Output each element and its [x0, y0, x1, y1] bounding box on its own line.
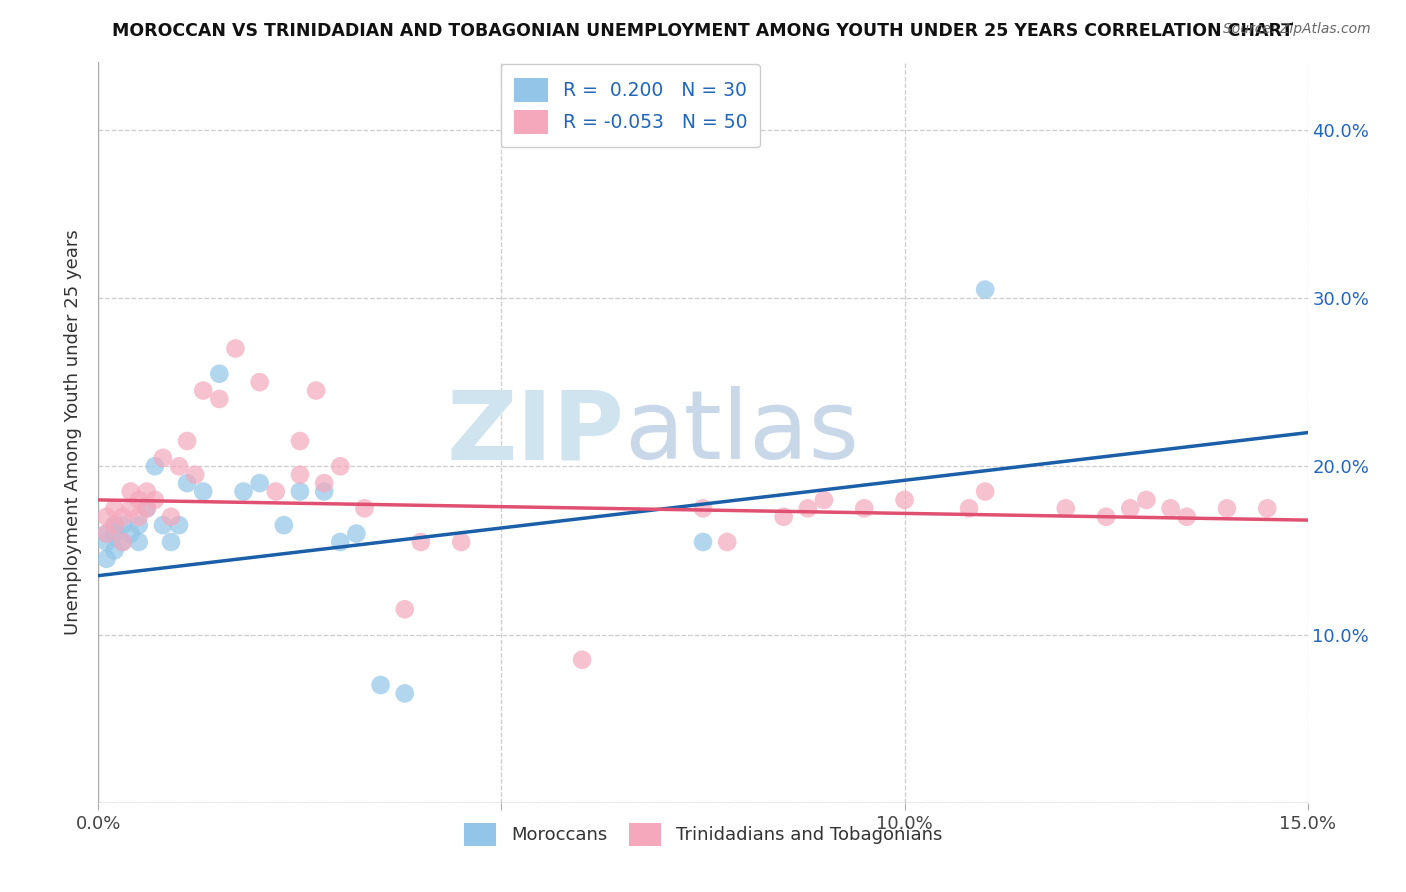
Point: [353, 501, 375, 516]
Point: [813, 492, 835, 507]
Point: [314, 476, 336, 491]
Point: [394, 602, 416, 616]
Point: [692, 535, 714, 549]
Point: [716, 535, 738, 549]
Point: [853, 501, 876, 516]
Point: [152, 450, 174, 465]
Point: [1135, 492, 1157, 507]
Point: [974, 283, 997, 297]
Point: [772, 509, 794, 524]
Point: [193, 384, 215, 398]
Legend: Moroccans, Trinidadians and Tobagonians: Moroccans, Trinidadians and Tobagonians: [453, 812, 953, 856]
Point: [160, 509, 183, 524]
Point: [135, 501, 157, 516]
Point: [135, 501, 157, 516]
Point: [273, 518, 295, 533]
Point: [193, 484, 215, 499]
Point: [120, 501, 142, 516]
Point: [96, 526, 118, 541]
Point: [224, 342, 246, 356]
Point: [1119, 501, 1142, 516]
Point: [103, 518, 125, 533]
Point: [96, 526, 118, 541]
Point: [288, 467, 311, 482]
Point: [103, 543, 125, 558]
Y-axis label: Unemployment Among Youth under 25 years: Unemployment Among Youth under 25 years: [65, 230, 83, 635]
Point: [974, 484, 997, 499]
Text: Source: ZipAtlas.com: Source: ZipAtlas.com: [1223, 22, 1371, 37]
Point: [167, 518, 190, 533]
Point: [176, 434, 198, 448]
Point: [329, 459, 352, 474]
Point: [288, 434, 311, 448]
Point: [232, 484, 254, 499]
Point: [96, 551, 118, 566]
Point: [305, 384, 328, 398]
Point: [152, 518, 174, 533]
Point: [249, 476, 271, 491]
Point: [160, 535, 183, 549]
Point: [120, 484, 142, 499]
Point: [103, 518, 125, 533]
Point: [288, 484, 311, 499]
Point: [111, 535, 134, 549]
Point: [370, 678, 392, 692]
Point: [167, 459, 190, 474]
Text: atlas: atlas: [624, 386, 859, 479]
Point: [176, 476, 198, 491]
Point: [111, 509, 134, 524]
Point: [344, 526, 367, 541]
Point: [96, 509, 118, 524]
Point: [128, 518, 150, 533]
Point: [128, 492, 150, 507]
Point: [571, 653, 593, 667]
Point: [1216, 501, 1239, 516]
Point: [957, 501, 980, 516]
Point: [128, 509, 150, 524]
Point: [1095, 509, 1118, 524]
Point: [409, 535, 432, 549]
Point: [208, 392, 231, 406]
Point: [128, 535, 150, 549]
Point: [1256, 501, 1278, 516]
Point: [111, 518, 134, 533]
Point: [893, 492, 915, 507]
Point: [103, 501, 125, 516]
Point: [450, 535, 472, 549]
Point: [314, 484, 336, 499]
Point: [692, 501, 714, 516]
Point: [143, 459, 166, 474]
Point: [797, 501, 820, 516]
Text: ZIP: ZIP: [447, 386, 624, 479]
Point: [103, 526, 125, 541]
Point: [111, 535, 134, 549]
Point: [135, 484, 157, 499]
Point: [249, 375, 271, 389]
Point: [184, 467, 207, 482]
Point: [208, 367, 231, 381]
Point: [1160, 501, 1182, 516]
Point: [143, 492, 166, 507]
Point: [1054, 501, 1077, 516]
Point: [394, 686, 416, 700]
Point: [1175, 509, 1198, 524]
Point: [264, 484, 287, 499]
Point: [329, 535, 352, 549]
Point: [96, 535, 118, 549]
Text: MOROCCAN VS TRINIDADIAN AND TOBAGONIAN UNEMPLOYMENT AMONG YOUTH UNDER 25 YEARS C: MOROCCAN VS TRINIDADIAN AND TOBAGONIAN U…: [112, 22, 1294, 40]
Point: [120, 526, 142, 541]
